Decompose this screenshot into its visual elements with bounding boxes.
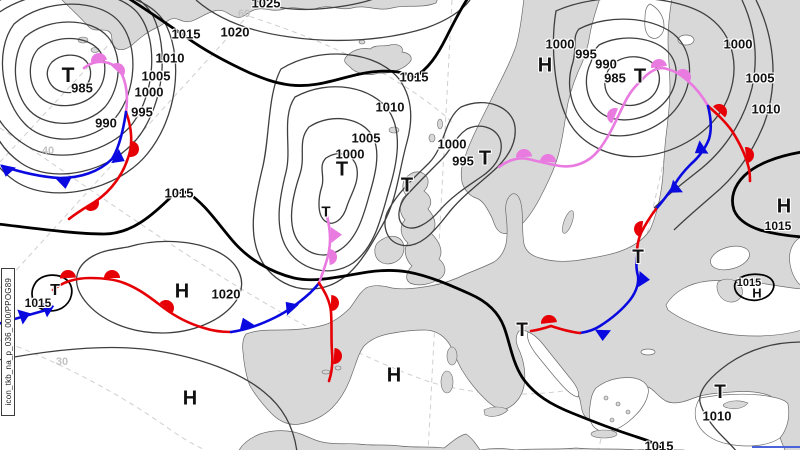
warm-front-central-europe xyxy=(632,207,658,255)
cold-front-east xyxy=(654,104,713,211)
occluded-front-biscay xyxy=(317,214,343,285)
corsica xyxy=(446,346,458,366)
warm-front-adriatic xyxy=(529,314,582,335)
crete xyxy=(590,429,618,439)
iceland-coast xyxy=(344,44,412,75)
sicily xyxy=(483,406,509,417)
scandinavia-coast xyxy=(460,0,600,234)
north-africa-coast xyxy=(238,430,685,450)
warm-front-east xyxy=(706,100,756,183)
occluded-front-northwest-low xyxy=(82,51,129,114)
bottom-right-marker xyxy=(752,446,800,448)
sea-of-azov xyxy=(710,245,750,271)
cold-front-northwest-low xyxy=(0,110,129,191)
cold-front-biscay xyxy=(229,281,321,334)
ireland-coast xyxy=(374,235,405,265)
warm-front-northwest-low xyxy=(67,110,141,221)
white-sea xyxy=(644,3,665,39)
cyprus xyxy=(722,400,749,410)
product-id-label: icon_tkb_na_p_036_000/PPOG89 xyxy=(3,278,13,406)
gotland xyxy=(562,210,574,234)
black-sea xyxy=(665,279,800,337)
adriatic-sea xyxy=(527,331,579,398)
crimea xyxy=(716,278,743,303)
occluded-front-scandinavia xyxy=(497,57,710,169)
product-id-bar: icon_tkb_na_p_036_000/PPOG89 xyxy=(1,268,15,416)
front-layer xyxy=(0,51,756,383)
cold-front-central-europe xyxy=(578,251,651,342)
sardinia xyxy=(440,370,454,394)
warm-front-iberia xyxy=(317,281,343,383)
great-britain-coast xyxy=(399,171,446,286)
warm-front-azores xyxy=(51,269,233,334)
greenland-coast xyxy=(61,0,438,50)
